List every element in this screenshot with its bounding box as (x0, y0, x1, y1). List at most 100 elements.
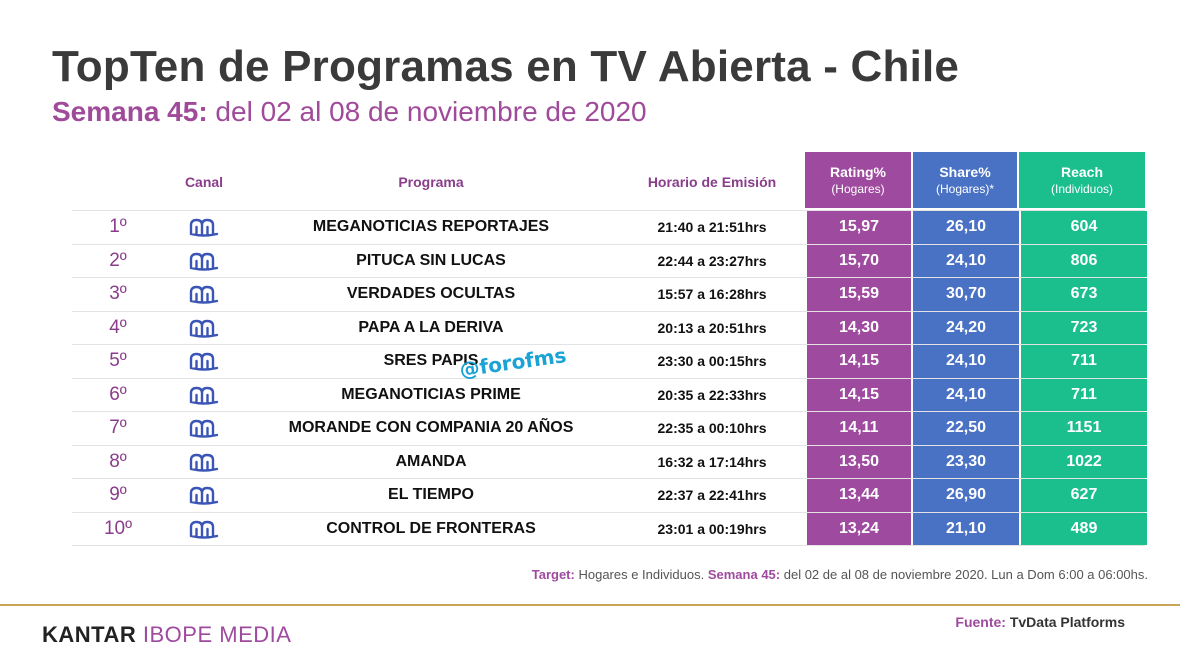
page-subtitle: Semana 45: del 02 al 08 de noviembre de … (52, 96, 647, 128)
rank: 10º (103, 517, 133, 539)
program-name: EL TIEMPO (388, 486, 474, 504)
rank: 6º (109, 383, 127, 405)
header-share-sub: (Hogares)* (935, 182, 995, 196)
mega-logo-icon (184, 245, 224, 278)
header-canal: Canal (184, 174, 224, 190)
reach-value: 723 (1019, 311, 1147, 344)
share-value: 30,70 (911, 278, 1019, 311)
broadcast-time: 20:13 a 20:51hrs (657, 319, 767, 336)
table-row: 3º VERDADES OCULTAS 15:57 a 16:28hrs 15,59 3… (72, 278, 1147, 312)
header-reach-title: Reach (1060, 164, 1104, 180)
share-value: 26,90 (911, 479, 1019, 512)
brand-part2: IBOPE (142, 622, 213, 647)
rating-value: 14,15 (805, 345, 911, 378)
table-row: 9º EL TIEMPO 22:37 a 22:41hrs 13,44 26,90 627 (72, 479, 1147, 513)
ranking-table: 1º MEGANOTICIAS REPORTAJES 21:40 a 21:51hr… (72, 210, 1147, 546)
mega-logo-icon (184, 211, 224, 244)
mega-logo-icon (184, 513, 224, 546)
brand-part1: KANTAR (42, 622, 137, 647)
rank: 1º (109, 216, 127, 238)
footnote: Target: Hogares e Individuos. Semana 45:… (532, 567, 1148, 582)
footnote-week-label: Semana 45: (707, 567, 781, 582)
header-rating-title: Rating% (830, 164, 886, 180)
share-value: 24,20 (911, 311, 1019, 344)
header-share-title: Share% (939, 164, 991, 180)
reach-value: 711 (1019, 378, 1147, 411)
source-text: TvData Platforms (1009, 614, 1125, 630)
reach-value: 1151 (1019, 412, 1147, 445)
table-row: 7º MORANDE CON COMPANIA 20 AÑOS 22:35 a 00… (72, 412, 1147, 446)
rank: 7º (109, 417, 127, 439)
reach-value: 1022 (1019, 445, 1147, 478)
header-share: Share% (Hogares)* (913, 152, 1017, 208)
broadcast-time: 20:35 a 22:33hrs (657, 386, 767, 403)
brand-part3: MEDIA (219, 622, 292, 647)
reach-value: 711 (1019, 345, 1147, 378)
table-row: 6º MEGANOTICIAS PRIME 20:35 a 22:33hrs 14,1… (72, 378, 1147, 412)
table-row: 5º SRES PAPIS 23:30 a 00:15hrs 14,15 24,10 71… (72, 345, 1147, 379)
broadcast-time: 22:37 a 22:41hrs (657, 487, 767, 504)
footnote-week-text: del 02 de al 08 de noviembre 2020. Lun a… (783, 567, 1148, 582)
page-title: TopTen de Programas en TV Abierta - Chil… (52, 42, 960, 91)
footnote-target-label: Target: (531, 567, 575, 582)
table-row: 1º MEGANOTICIAS REPORTAJES 21:40 a 21:51hr… (72, 210, 1147, 245)
header-reach-sub: (Individuos) (1050, 182, 1114, 196)
week-label: Semana 45: (52, 96, 208, 127)
program-name: MEGANOTICIAS REPORTAJES (312, 218, 550, 236)
header-reach: Reach (Individuos) (1019, 152, 1145, 208)
header-rating: Rating% (Hogares) (805, 152, 911, 208)
broadcast-time: 22:35 a 00:10hrs (657, 420, 767, 437)
broadcast-time: 22:44 a 23:27hrs (657, 252, 767, 269)
rating-value: 14,30 (805, 311, 911, 344)
program-name: MEGANOTICIAS PRIME (341, 385, 521, 403)
share-value: 23,30 (911, 445, 1019, 478)
reach-value: 489 (1019, 512, 1147, 545)
broadcast-time: 21:40 a 21:51hrs (657, 219, 767, 236)
program-name: VERDADES OCULTAS (346, 285, 516, 303)
rank: 4º (109, 316, 127, 338)
date-range: del 02 al 08 de noviembre de 2020 (215, 96, 647, 127)
rank: 9º (109, 484, 127, 506)
rating-value: 14,11 (805, 412, 911, 445)
rating-value: 15,59 (805, 278, 911, 311)
program-name: CONTROL DE FRONTERAS (326, 519, 536, 537)
mega-logo-icon (184, 345, 224, 378)
mega-logo-icon (184, 412, 224, 445)
rating-value: 15,70 (805, 244, 911, 277)
share-value: 22,50 (911, 412, 1019, 445)
table-row: 8º AMANDA 16:32 a 17:14hrs 13,50 23,30 1022 (72, 445, 1147, 479)
broadcast-time: 23:30 a 00:15hrs (657, 353, 767, 370)
source-label: Fuente: (955, 614, 1006, 630)
broadcast-time: 15:57 a 16:28hrs (657, 286, 767, 303)
mega-logo-icon (184, 446, 224, 479)
rating-value: 13,50 (805, 445, 911, 478)
rank: 8º (109, 450, 127, 472)
rank: 3º (109, 283, 127, 305)
share-value: 21,10 (911, 512, 1019, 545)
program-name: PITUCA SIN LUCAS (356, 251, 506, 269)
rating-value: 13,24 (805, 512, 911, 545)
reach-value: 673 (1019, 278, 1147, 311)
rating-value: 15,97 (805, 211, 911, 244)
mega-logo-icon (184, 479, 224, 512)
program-name: SRES PAPIS (383, 352, 479, 370)
rating-value: 13,44 (805, 479, 911, 512)
share-value: 24,10 (911, 345, 1019, 378)
broadcast-time: 23:01 a 00:19hrs (657, 520, 767, 537)
footnote-target-text: Hogares e Individuos. (578, 567, 705, 582)
table-row: 10º CONTROL DE FRONTERAS 23:01 a 00:19hrs 1… (72, 512, 1147, 546)
reach-value: 604 (1019, 211, 1147, 244)
share-value: 24,10 (911, 244, 1019, 277)
table-row: 2º PITUCA SIN LUCAS 22:44 a 23:27hrs 15,70 2… (72, 244, 1147, 278)
header-rating-sub: (Hogares) (831, 182, 885, 196)
program-name: MORANDE CON COMPANIA 20 AÑOS (288, 419, 574, 437)
table-row: 4º PAPA A LA DERIVA 20:13 a 20:51hrs 14,30 2… (72, 311, 1147, 345)
header-programa: Programa (398, 174, 464, 190)
header-horario: Horario de Emisión (647, 174, 777, 190)
rank: 2º (109, 249, 127, 271)
divider (0, 604, 1180, 606)
program-name: PAPA A LA DERIVA (358, 318, 504, 336)
mega-logo-icon (184, 312, 224, 345)
share-value: 24,10 (911, 378, 1019, 411)
share-value: 26,10 (911, 211, 1019, 244)
